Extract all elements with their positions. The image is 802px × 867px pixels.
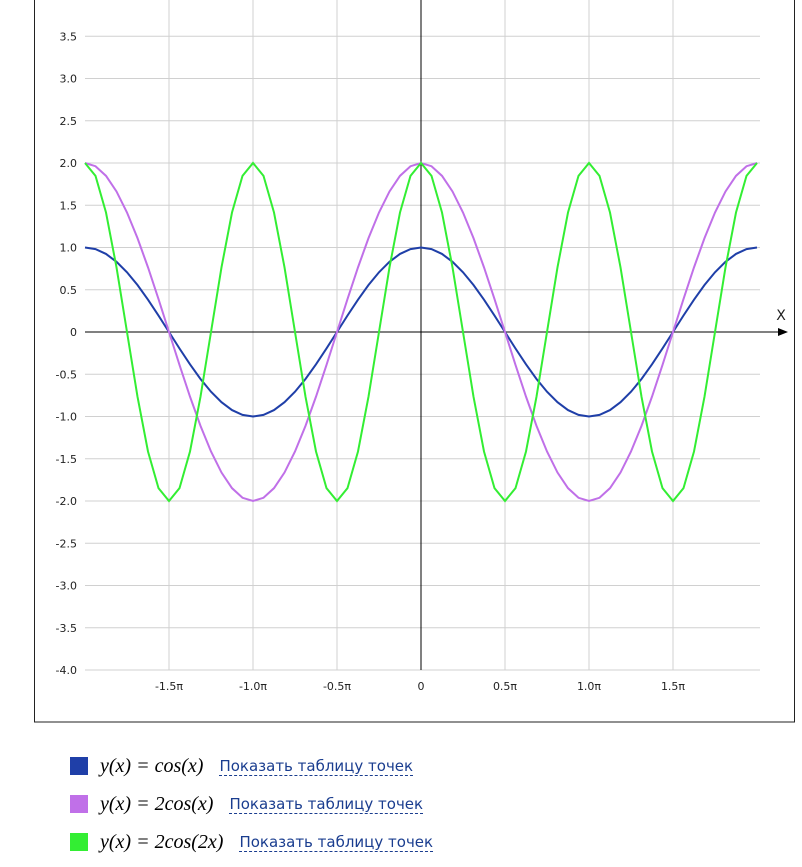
legend-swatch bbox=[70, 833, 88, 851]
series-line bbox=[84, 161, 758, 503]
chart-frame bbox=[34, 0, 795, 723]
legend-item: y(x) = 2cos(x) Показать таблицу точек bbox=[70, 792, 424, 815]
legend-swatch bbox=[70, 757, 88, 775]
y-tick-label: -3.5 bbox=[56, 622, 77, 635]
y-tick-label: 1.0 bbox=[60, 242, 78, 255]
x-tick-label: 0.5π bbox=[493, 680, 517, 693]
y-tick-label: 2.0 bbox=[60, 157, 78, 170]
legend-item: y(x) = cos(x) Показать таблицу точек bbox=[70, 754, 414, 777]
x-tick-label: -1.0π bbox=[239, 680, 267, 693]
legend-label: y(x) = cos(x) bbox=[100, 754, 204, 777]
x-tick-label: 1.0π bbox=[577, 680, 601, 693]
legend-label: y(x) = 2cos(2x) bbox=[100, 830, 224, 853]
x-axis-label: X bbox=[776, 308, 786, 324]
y-tick-label: 2.5 bbox=[60, 115, 78, 128]
x-tick-label: 0 bbox=[418, 680, 425, 693]
x-axis-arrow bbox=[778, 328, 788, 336]
y-tick-label: -1.0 bbox=[56, 411, 77, 424]
y-tick-label: -4.0 bbox=[56, 664, 77, 677]
x-tick-label: -1.5π bbox=[155, 680, 183, 693]
y-tick-label: 3.5 bbox=[60, 30, 78, 43]
table-link[interactable]: Показать таблицу точек bbox=[219, 756, 414, 776]
y-tick-label: 1.5 bbox=[60, 199, 78, 212]
y-tick-label: -1.5 bbox=[56, 453, 77, 466]
x-tick-label: -0.5π bbox=[323, 680, 351, 693]
table-link[interactable]: Показать таблицу точек bbox=[229, 794, 424, 814]
table-link[interactable]: Показать таблицу точек bbox=[239, 832, 434, 852]
chart: 3.5 3.0 2.5 2.0 1.5 1.0 0.5 0 -0.5 -1.0 -1.5 -2.0 -2… bbox=[34, 0, 795, 723]
legend-item: y(x) = 2cos(2x) Показать таблицу точек bbox=[70, 830, 434, 853]
x-tick-label: 1.5π bbox=[661, 680, 685, 693]
legend-label: y(x) = 2cos(x) bbox=[100, 792, 214, 815]
legend-swatch bbox=[70, 795, 88, 813]
y-tick-label: -3.0 bbox=[56, 580, 77, 593]
y-tick-label: -0.5 bbox=[56, 368, 77, 381]
y-tick-label: -2.5 bbox=[56, 537, 77, 550]
series-line bbox=[84, 246, 758, 418]
y-tick-label: 0.5 bbox=[60, 284, 78, 297]
y-tick-label: 3.0 bbox=[60, 73, 78, 86]
y-tick-label: 0 bbox=[70, 326, 77, 339]
y-tick-label: -2.0 bbox=[56, 495, 77, 508]
